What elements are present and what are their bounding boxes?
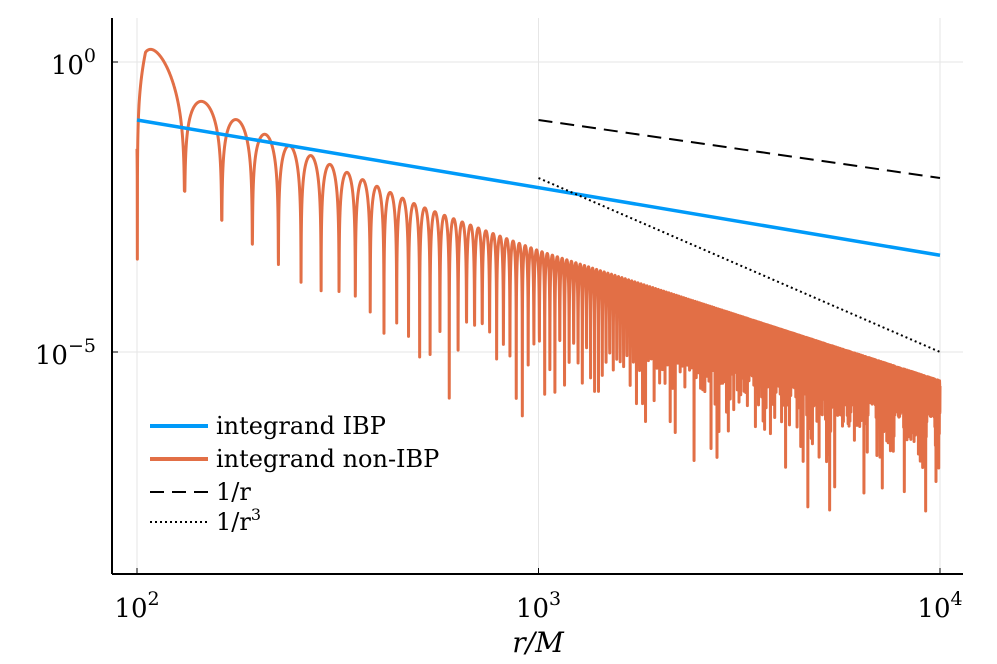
legend-label: integrand IBP: [216, 412, 386, 440]
grid-lines: [112, 18, 963, 574]
series-integrand-ibp: [136, 118, 941, 258]
axes: [111, 18, 963, 575]
legend-label: integrand non-IBP: [216, 445, 439, 473]
x-tick-label: 102: [114, 588, 159, 624]
y-tick-label: 10−5: [35, 335, 96, 371]
x-axis-title: r/M: [512, 626, 565, 659]
tick-labels: 102 103 104 100 10−5: [35, 45, 963, 624]
legend: integrand IBP integrand non-IBP 1/r1/r3: [140, 402, 480, 542]
x-tick-label: 104: [917, 588, 962, 624]
y-tick-label: 100: [51, 45, 96, 81]
legend-label: 1/r: [216, 478, 251, 506]
legend-label: 1/r3: [216, 505, 261, 536]
series-1-over-r: [538, 119, 941, 179]
x-tick-label: 103: [516, 588, 561, 624]
series-layer: [135, 47, 942, 513]
